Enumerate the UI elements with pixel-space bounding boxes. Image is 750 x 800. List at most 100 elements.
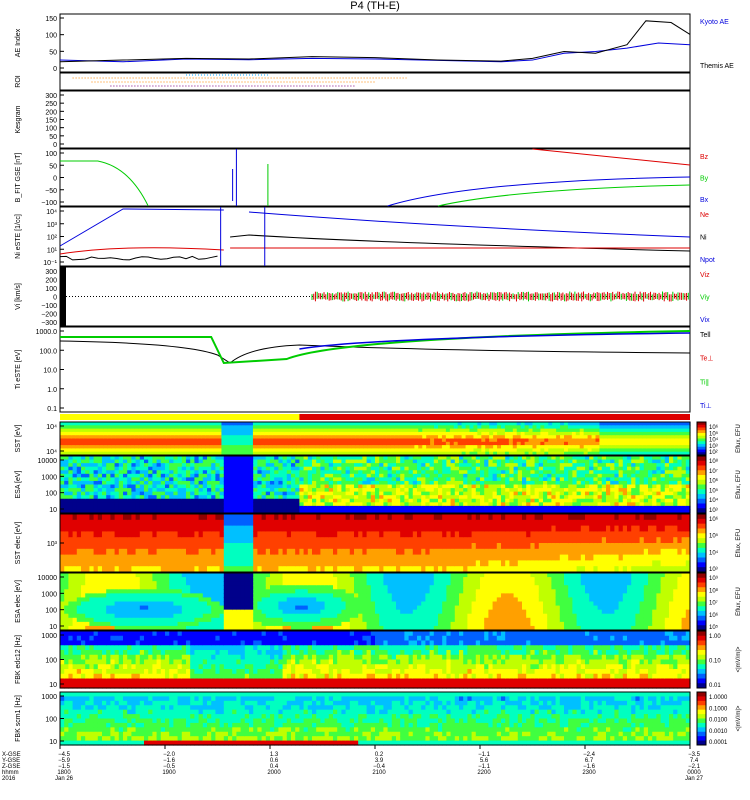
heat-cell-sst_i <box>323 441 329 446</box>
heat-cell-esa_i <box>312 473 317 478</box>
heat-cell-esa_i <box>316 505 321 511</box>
heat-cell-sst_e <box>223 519 229 527</box>
heat-cell-esa_i <box>211 470 216 475</box>
heat-cell-esa_i <box>513 509 519 514</box>
heat-cell-esa_i <box>471 502 477 507</box>
heat-cell-sst_e <box>471 543 477 550</box>
heat-cell-sst_i <box>162 445 167 449</box>
heat-cell-sst_i <box>268 422 274 426</box>
heat-cell-esa_i <box>564 459 569 464</box>
heat-cell-sst_i <box>516 425 522 430</box>
heat-cell-esa_i <box>307 459 313 464</box>
heat-cell-esa_i <box>610 480 615 486</box>
heat-cell-sst_i <box>619 438 624 443</box>
heat-cell-esa_i <box>190 505 195 511</box>
heat-cell-sst_i <box>264 448 270 453</box>
heat-cell-esa_i <box>635 484 641 489</box>
heat-cell-esa_i <box>681 456 687 461</box>
heat-cell-esa_i <box>114 477 120 482</box>
heat-cell-esa_i <box>538 477 544 482</box>
heat-cell-sst_e <box>186 548 191 556</box>
heat-cell-sst_i <box>457 441 463 446</box>
heat-cell-esa_i <box>299 463 305 468</box>
heat-cell-esa_i <box>509 466 515 471</box>
heat-cell-sst_i <box>150 431 156 436</box>
heat-cell-esa_i <box>580 495 586 500</box>
heat-cell-sst_e <box>463 537 468 544</box>
heat-cell-sst_i <box>670 438 675 443</box>
heat-cell-sst_e <box>265 537 271 544</box>
heat-cell-esa_i <box>173 466 179 471</box>
heat-cell-sst_i <box>532 428 538 433</box>
heat-cell-sst_e <box>320 537 326 544</box>
heat-cell-sst_i <box>410 451 415 456</box>
heat-cell-esa_i <box>244 480 250 486</box>
heat-cell-sst_i <box>79 438 85 443</box>
heat-cell-sst_i <box>571 428 577 433</box>
heat-cell-esa_i <box>337 470 342 475</box>
heat-cell-esa_i <box>181 470 187 475</box>
heat-cell-sst_e <box>307 548 313 556</box>
heat-cell-sst_i <box>398 428 404 433</box>
heat-cell-sst_e <box>190 548 195 556</box>
heat-cell-esa_i <box>526 456 531 461</box>
heat-cell-sst_i <box>256 422 262 426</box>
heat-cell-esa_i <box>576 477 582 482</box>
heat-cell-esa_i <box>261 509 267 514</box>
heat-cell-sst_i <box>343 451 349 456</box>
heat-cell-sst_i <box>638 431 644 436</box>
heat-cell-esa_i <box>118 488 124 493</box>
heat-cell-esa_i <box>484 488 489 493</box>
heat-cell-esa_i <box>421 509 426 514</box>
heat-cell-esa_i <box>509 456 515 461</box>
heat-cell-sst_i <box>276 445 282 449</box>
heat-cell-esa_i <box>501 488 506 493</box>
heat-cell-sst_i <box>548 441 553 446</box>
heat-cell-sst_i <box>95 438 100 443</box>
heat-cell-sst_i <box>371 428 376 433</box>
heat-cell-esa_i <box>291 466 296 471</box>
heat-cell-esa_i <box>337 505 342 511</box>
heat-cell-esa_i <box>173 509 179 514</box>
heat-cell-sst_e <box>169 566 174 573</box>
heat-cell-sst_e <box>139 554 145 561</box>
heat-cell-esa_i <box>564 491 569 496</box>
heat-cell-esa_i <box>219 502 225 507</box>
heat-cell-esa_i <box>341 456 347 461</box>
heat-cell-esa_i <box>454 477 460 482</box>
heat-cell-sst_e <box>118 543 124 550</box>
heat-cell-esa_i <box>173 456 179 461</box>
heat-cell-sst_e <box>366 514 372 521</box>
heat-cell-esa_i <box>509 495 515 500</box>
heat-cell-esa_i <box>580 491 586 496</box>
heat-cell-esa_i <box>513 470 519 475</box>
heat-cell-sst_e <box>337 560 342 567</box>
heat-cell-esa_i <box>580 459 586 464</box>
heat-cell-esa_i <box>123 502 128 507</box>
heat-cell-sst_e <box>316 560 321 567</box>
heat-cell-sst_e <box>97 531 103 538</box>
heat-cell-esa_i <box>89 480 95 486</box>
heat-cell-sst_i <box>630 438 636 443</box>
heat-cell-esa_i <box>337 509 342 514</box>
heat-cell-sst_i <box>371 425 376 430</box>
heat-cell-esa_i <box>492 463 498 468</box>
heat-cell-sst_e <box>400 537 405 544</box>
heat-cell-esa_i <box>673 498 678 503</box>
heat-cell-esa_i <box>610 509 615 514</box>
heat-cell-sst_i <box>445 425 451 430</box>
heat-cell-sst_i <box>540 425 545 430</box>
heat-cell-sst_i <box>150 425 156 430</box>
heat-cell-esa_i <box>202 498 208 503</box>
heat-cell-esa_i <box>307 484 313 489</box>
heat-cell-esa_i <box>517 459 523 464</box>
heat-cell-sst_i <box>575 422 581 426</box>
heat-cell-sst_i <box>445 435 451 440</box>
heat-cell-esa_i <box>551 459 557 464</box>
heat-cell-esa_i <box>656 502 662 507</box>
heat-cell-sst_e <box>459 531 464 538</box>
heat-cell-esa_i <box>110 498 116 503</box>
heat-cell-sst_i <box>485 422 490 426</box>
heat-cell-esa_i <box>383 498 389 503</box>
heat-cell-esa_i <box>123 480 128 486</box>
